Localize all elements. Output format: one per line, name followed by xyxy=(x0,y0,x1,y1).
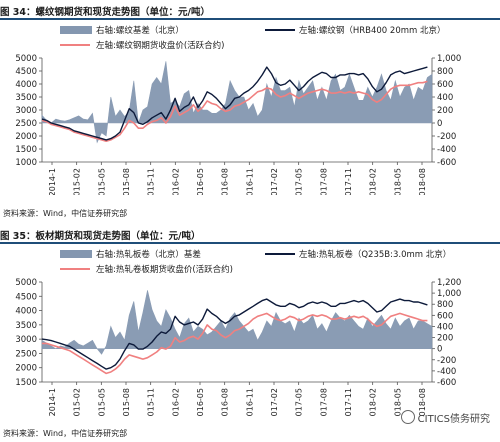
legend-spot-label: 左轴:热轧板卷（Q235B:3.0mm 北京） xyxy=(299,249,451,260)
right-tick-label: -600 xyxy=(437,158,456,168)
legend-spot-label: 左轴:螺纹钢（HRB400 20mm 北京） xyxy=(299,25,446,36)
left-tick-label: 5000 xyxy=(15,54,37,64)
x-tick-label: 2017-08 xyxy=(319,168,328,195)
x-tick-label: 2018-05 xyxy=(393,168,402,195)
x-tick-label: 2014-1 xyxy=(48,388,57,416)
right-tick-label: 600 xyxy=(437,311,453,321)
left-tick-label: 1500 xyxy=(15,378,37,388)
x-tick-label: 2016-02 xyxy=(171,168,180,195)
x-tick-label: 2015-11 xyxy=(147,168,156,195)
right-tick-label: 0 xyxy=(437,345,442,355)
right-tick-label: 800 xyxy=(437,67,453,77)
x-tick-label: 2015-11 xyxy=(147,388,156,416)
x-tick-label: 2018-02 xyxy=(369,388,378,416)
right-tick-label: 200 xyxy=(437,106,453,116)
x-tick-label: 2015-08 xyxy=(122,168,131,195)
x-tick-label: 2015-02 xyxy=(73,168,82,195)
left-tick-label: 4500 xyxy=(15,292,37,302)
left-tick-label: 3500 xyxy=(15,321,37,331)
right-tick-label: -200 xyxy=(437,132,456,142)
left-tick-label: 2500 xyxy=(15,349,37,359)
left-tick-label: 2000 xyxy=(15,132,37,142)
basis-area xyxy=(41,61,433,144)
x-tick-label: 2015-08 xyxy=(122,388,131,416)
right-tick-label: -400 xyxy=(437,145,456,155)
right-tick-label: 400 xyxy=(437,322,453,332)
x-tick-label: 2015-05 xyxy=(97,168,106,195)
x-tick-label: 2017-08 xyxy=(319,388,328,416)
legend-futures-label: 左轴:螺纹钢期货收盘价(活跃合约) xyxy=(96,40,225,51)
wechat-icon xyxy=(400,410,415,424)
x-tick-label: 2017-02 xyxy=(270,388,279,416)
x-tick-label: 2015-02 xyxy=(73,388,82,416)
left-tick-label: 1500 xyxy=(15,145,37,155)
x-tick-label: 2016-02 xyxy=(171,388,180,416)
left-tick-label: 3000 xyxy=(15,106,37,116)
right-tick-label: 1,200 xyxy=(437,278,461,288)
chart1-title: 图 34：螺纹钢期货和现货走势图（单位：元/吨） xyxy=(0,7,210,18)
spot-line xyxy=(41,66,428,141)
x-tick-label: 2017-11 xyxy=(344,168,353,195)
legend-basis-label: 右轴:螺纹基差（北京） xyxy=(96,25,184,36)
right-tick-label: 400 xyxy=(437,93,453,103)
watermark-text: CITICS债务研究 xyxy=(417,414,490,425)
x-tick-label: 2016-08 xyxy=(221,388,230,416)
right-tick-label: 200 xyxy=(437,334,453,344)
spot-line xyxy=(41,298,428,370)
left-tick-label: 4500 xyxy=(15,67,37,77)
watermark: CITICS债务研究 xyxy=(400,410,490,425)
x-tick-label: 2018-08 xyxy=(418,168,427,195)
rebar-chart: 100015002000250030003500400045005000-600… xyxy=(15,25,461,195)
x-tick-label: 2016-05 xyxy=(196,168,205,195)
x-tick-label: 2017-05 xyxy=(295,388,304,416)
hot-rolled-chart: 15002000250030003500400045005000-600-400… xyxy=(15,249,461,416)
chart2-title: 图 35：板材期货和现货走势图（单位：元/吨） xyxy=(0,231,201,242)
basis-area xyxy=(41,290,433,355)
right-tick-label: 1,000 xyxy=(437,289,461,299)
x-tick-label: 2017-02 xyxy=(270,168,279,195)
right-tick-label: 600 xyxy=(437,80,453,90)
legend-basis-swatch xyxy=(60,250,92,258)
left-tick-label: 2500 xyxy=(15,119,37,129)
legend-basis-label: 右轴:热轧板卷（北京）基差 xyxy=(96,249,201,260)
x-tick-label: 2017-05 xyxy=(295,168,304,195)
futures-line xyxy=(42,312,428,375)
chart1-source: 资料来源：Wind，中信证券研究部 xyxy=(3,209,128,218)
right-tick-label: 0 xyxy=(437,119,442,129)
left-tick-label: 4000 xyxy=(15,80,37,90)
legend-basis-swatch xyxy=(60,26,92,34)
x-tick-label: 2018-02 xyxy=(369,168,378,195)
x-tick-label: 2016-11 xyxy=(245,168,254,195)
right-tick-label: -200 xyxy=(437,356,456,366)
x-tick-label: 2017-11 xyxy=(344,388,353,416)
right-tick-label: 1,000 xyxy=(437,54,461,64)
right-tick-label: -400 xyxy=(437,367,456,377)
chart2-source: 资料来源：Wind，中信证券研究部 xyxy=(3,429,128,438)
left-tick-label: 2000 xyxy=(15,364,37,374)
x-tick-label: 2018-05 xyxy=(393,388,402,416)
left-tick-label: 5000 xyxy=(15,278,37,288)
futures-line xyxy=(41,80,428,142)
chart2-title-rule xyxy=(0,242,500,244)
left-tick-label: 1000 xyxy=(15,158,37,168)
left-tick-label: 3500 xyxy=(15,93,37,103)
x-tick-label: 2015-05 xyxy=(97,388,106,416)
legend-futures-label: 左轴:热轧卷板期货收盘价(活跃合约) xyxy=(96,264,233,275)
right-tick-label: 800 xyxy=(437,300,453,310)
left-tick-label: 4000 xyxy=(15,307,37,317)
x-tick-label: 2016-08 xyxy=(221,168,230,195)
chart1-title-rule xyxy=(0,18,500,20)
x-tick-label: 2014-1 xyxy=(48,168,57,195)
x-tick-label: 2016-05 xyxy=(196,388,205,416)
x-tick-label: 2016-11 xyxy=(245,388,254,416)
right-tick-label: -600 xyxy=(437,378,456,388)
left-tick-label: 3000 xyxy=(15,335,37,345)
x-tick-label: 2018-08 xyxy=(418,388,427,416)
